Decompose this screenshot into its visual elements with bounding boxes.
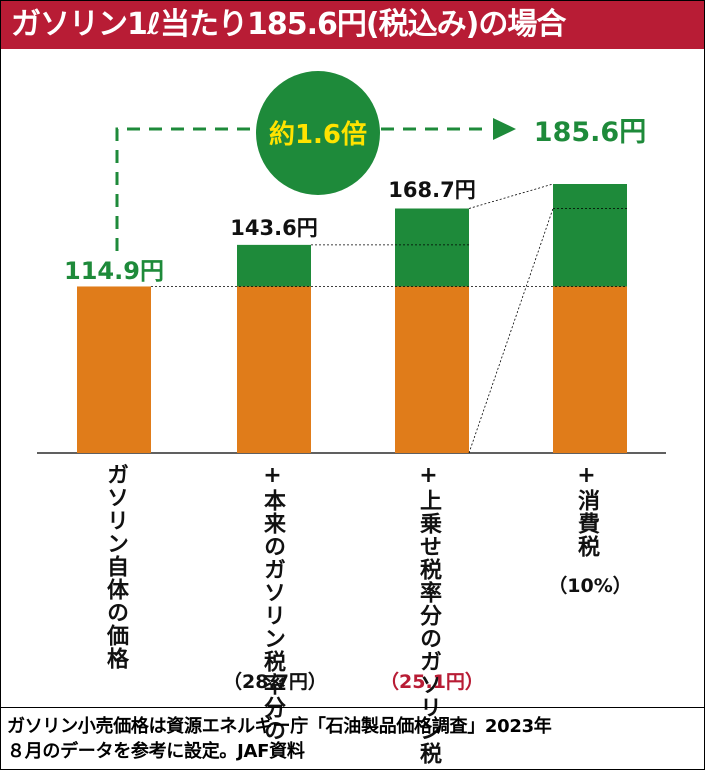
multiplier-label: 約1.6倍 <box>269 119 367 150</box>
bar-base-1 <box>237 286 311 453</box>
category-label-surtax: +上乗せ税率分のガソリン税 <box>416 463 441 765</box>
category-note-base-tax: （28.7円） <box>223 671 327 693</box>
source-note: ガソリン小売価格は資源エネルギー庁「石油製品価格調査」2023年 ８月のデータを… <box>1 707 704 769</box>
value-label-1: 143.6円 <box>230 216 317 240</box>
bar-tax-3 <box>553 184 627 287</box>
source-note-line-2: ８月のデータを参考に設定。JAF資料 <box>7 741 305 762</box>
value-label-3: 185.6円 <box>534 117 646 148</box>
value-label-0: 114.9円 <box>64 257 164 285</box>
connector-diag-bottom <box>468 208 554 454</box>
bar-base-3 <box>553 286 627 453</box>
category-note-consumption-tax: （10%） <box>548 575 632 597</box>
chart-title: ガソリン1ℓ当たり185.6円(税込み)の場合 <box>1 1 704 49</box>
category-note-surtax: （25.1円） <box>380 671 484 693</box>
category-label-base-tax: +本来のガソリン税率分の <box>260 463 285 742</box>
category-label-consumption-tax: +消費税 <box>574 463 599 558</box>
bar-base-0 <box>77 286 151 453</box>
connector-diag-top <box>468 183 554 209</box>
bar-tax-1 <box>237 244 311 287</box>
source-note-line-1: ガソリン小売価格は資源エネルギー庁「石油製品価格調査」2023年 <box>7 716 552 737</box>
multiplier-circle <box>256 71 380 195</box>
bar-base-2 <box>395 286 469 453</box>
growth-arrow-line <box>115 127 487 251</box>
growth-arrow-head <box>493 118 516 140</box>
stacked-bar-chart: 114.9円 143.6円 168.7円 185.6円 約1.6倍 <box>37 71 666 454</box>
bar-tax-2 <box>395 208 469 287</box>
value-label-2: 168.7円 <box>388 178 475 202</box>
category-label-gasoline: ガソリン自体の価格 <box>103 463 128 670</box>
